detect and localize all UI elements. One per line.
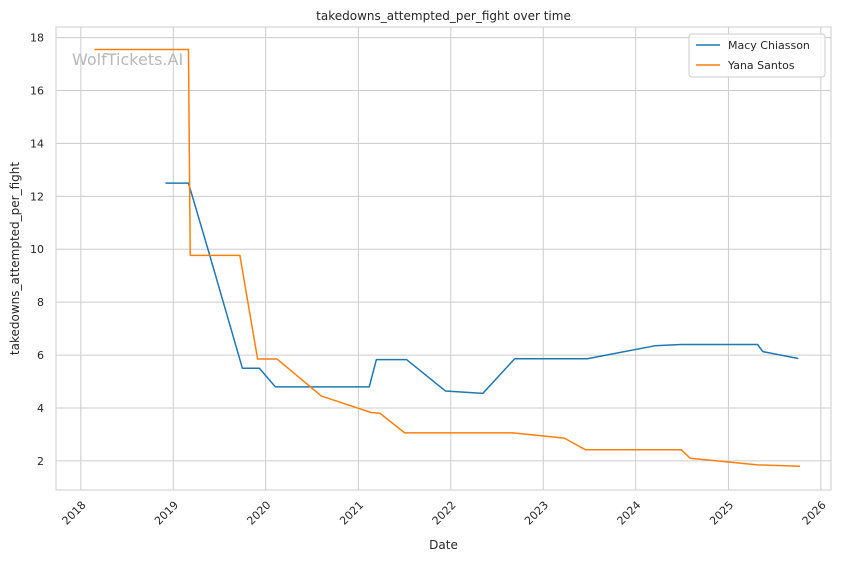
y-tick-label: 12 — [30, 190, 44, 203]
series-group — [94, 48, 801, 467]
y-tick-label: 14 — [30, 137, 44, 150]
y-tick-label: 4 — [37, 402, 44, 415]
y-tick-label: 8 — [37, 296, 44, 309]
legend-label-yana-santos: Yana Santos — [727, 59, 795, 72]
y-axis-label: takedowns_attempted_per_fight — [8, 162, 22, 355]
x-axis-label: Date — [429, 538, 458, 552]
y-tick-label: 10 — [30, 243, 44, 256]
y-tick-label: 2 — [37, 455, 44, 468]
plot-area — [55, 26, 832, 491]
y-tick-label: 18 — [30, 32, 44, 45]
y-axis-ticks: 2 4 6 8 10 12 14 16 18 — [30, 32, 44, 468]
y-tick-label: 6 — [37, 349, 44, 362]
y-tick-label: 16 — [30, 84, 44, 97]
series-line-yana-santos — [94, 48, 801, 467]
legend-box — [688, 33, 826, 78]
grid — [56, 27, 831, 490]
chart-title: takedowns_attempted_per_fight over time — [316, 9, 571, 23]
series-line-macy-chiasson — [165, 182, 799, 395]
watermark: WolfTickets.AI — [72, 50, 183, 69]
legend-label-macy-chiasson: Macy Chiasson — [728, 39, 810, 52]
legend: Macy Chiasson Yana Santos — [688, 33, 826, 78]
